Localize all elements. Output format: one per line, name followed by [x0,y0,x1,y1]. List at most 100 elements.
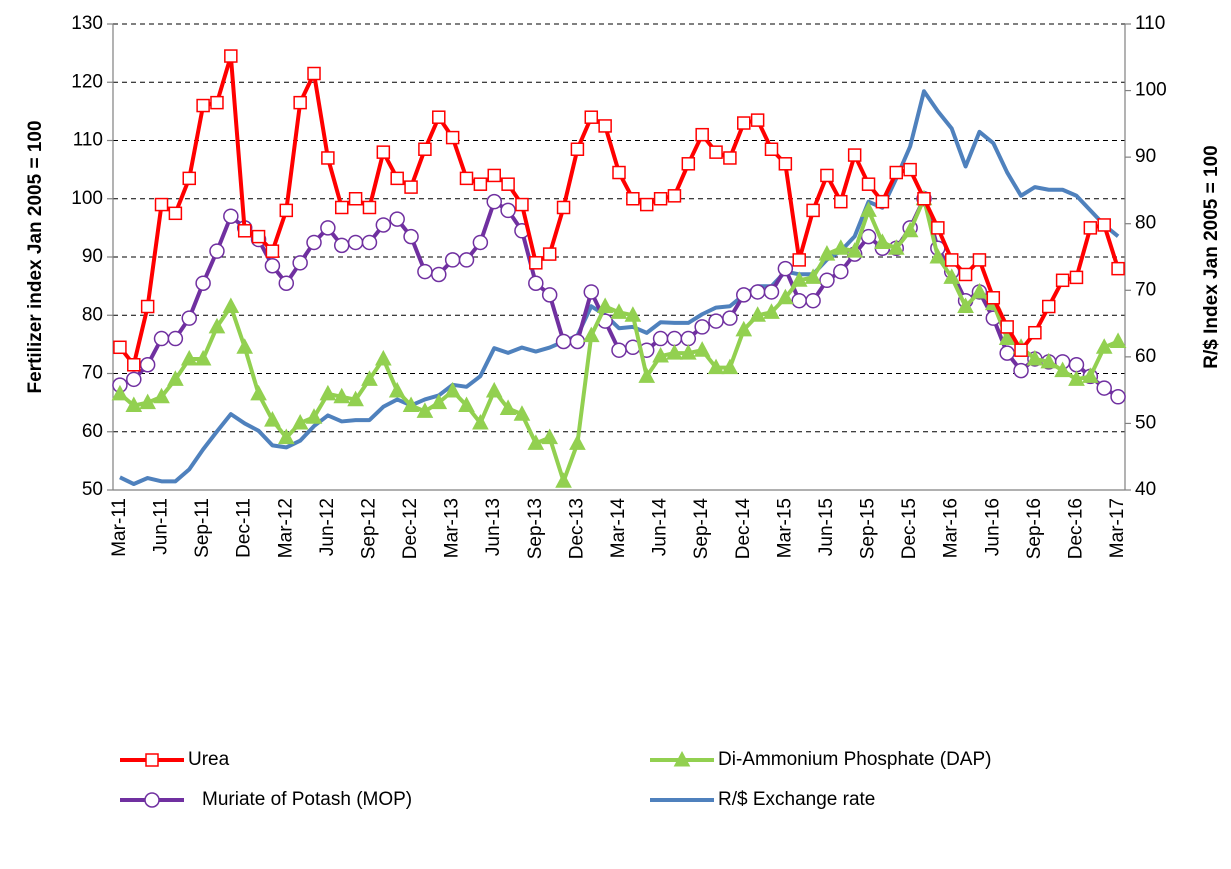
data-point [264,411,281,427]
data-point [901,221,919,238]
data-point [319,384,337,401]
data-point [582,326,600,343]
data-point [527,434,545,450]
y2-tick-label: 70 [1135,279,1156,300]
data-point [833,263,849,280]
data-point [889,165,904,180]
data-point [806,203,820,218]
legend-marker [673,750,691,767]
data-point [598,119,612,133]
data-point [903,162,917,177]
data-point [307,66,321,81]
data-point [362,200,377,215]
y-tick-label: 90 [82,246,103,267]
data-point [417,263,433,280]
data-point [168,206,183,221]
data-point [666,344,683,360]
data-point [333,237,350,254]
x-tick-label: Dec-14 [733,498,754,560]
x-tick-label: Jun-15 [816,498,837,556]
data-point [153,387,170,404]
data-point [210,95,224,110]
data-point [569,434,586,450]
data-point [501,177,515,191]
x-tick-label: Sep-16 [1024,498,1045,559]
data-point [777,288,794,305]
data-point [666,330,683,347]
data-point [958,267,973,282]
data-point [224,49,238,63]
data-point [887,239,905,255]
data-point [777,260,794,277]
y-tick-label: 60 [82,421,103,442]
data-point [861,177,876,191]
data-point [570,142,585,156]
data-point [402,396,420,413]
data-point [529,256,543,270]
data-point [998,329,1016,346]
y-tick-label: 80 [82,304,103,325]
data-point [1069,270,1084,285]
data-point [458,396,475,413]
data-point [113,340,127,355]
data-point [333,387,351,404]
data-point [209,243,225,259]
data-point [721,358,739,375]
data-point [723,151,737,165]
data-point [416,402,434,418]
data-point [361,234,378,251]
data-point [612,165,626,180]
data-point [1000,320,1014,334]
data-point [610,303,628,319]
data-point [388,381,406,398]
data-point [680,330,697,347]
x-tick-label: Sep-11 [192,498,213,558]
data-point [404,180,418,194]
data-point [293,95,307,110]
series-line [118,196,1119,484]
data-point [445,130,460,145]
data-point [735,320,753,337]
data-point [694,319,710,335]
data-point [485,381,503,398]
data-point [125,396,143,413]
data-point [195,275,211,291]
y-axis-title: Fertilizer index Jan 2005 = 100 [25,120,46,393]
data-point [515,197,529,212]
x-tick-label: Jun-14 [650,498,671,557]
data-point [223,208,239,224]
data-point [127,358,141,372]
y2-tick-label: 90 [1135,146,1156,167]
data-point [458,252,475,268]
data-point [1026,349,1044,366]
x-tick-label: Mar-13 [442,498,463,558]
data-point [695,127,709,142]
data-point [847,148,862,162]
data-point [1111,261,1125,276]
data-point [139,357,156,373]
data-point [1096,380,1112,396]
data-point [1068,370,1085,386]
data-point [737,116,751,130]
data-point [820,168,834,183]
data-point [834,194,848,209]
data-point [472,413,489,430]
data-point [792,253,806,267]
data-point [931,221,945,235]
data-point [432,110,446,124]
y2-axis-title: R/$ Index Jan 2005 = 100 [1201,145,1222,368]
data-point [153,330,170,347]
data-point [667,189,682,203]
x-tick-label: Mar-12 [275,498,296,558]
data-point [1014,343,1028,357]
data-point [347,234,364,251]
data-point [334,200,349,215]
data-point [638,367,656,383]
data-point [846,242,864,258]
x-tick-label: Sep-12 [358,498,379,559]
data-point [140,299,155,314]
data-point [376,145,391,159]
data-point [167,330,184,347]
x-tick-label: Dec-16 [1065,498,1086,559]
